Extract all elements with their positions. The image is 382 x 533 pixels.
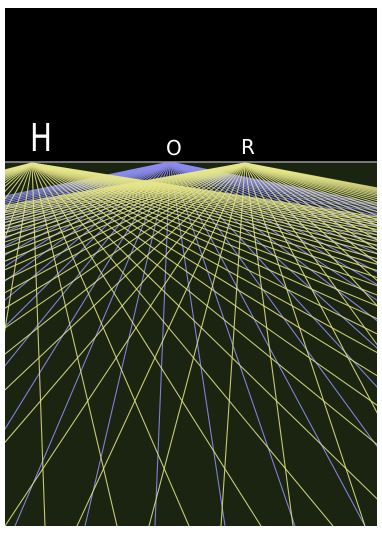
- yellow-perspective-line: [31, 162, 190, 526]
- yellow-perspective-line: [5, 162, 246, 249]
- yellow-perspective-line: [5, 162, 33, 240]
- yellow-perspective-line: [31, 162, 262, 526]
- blue-perspective-line: [5, 161, 171, 430]
- blue-perspective-line: [169, 161, 366, 526]
- yellow-perspective-line: [31, 162, 118, 526]
- yellow-perspective-line: [5, 162, 246, 271]
- yellow-perspective-line: [5, 162, 246, 391]
- perspective-grid-svg: H O R: [5, 8, 377, 526]
- vanishing-point-label-r: R: [241, 135, 255, 159]
- vanishing-point-label-o: O: [166, 136, 182, 160]
- yellow-perspective-line: [5, 162, 246, 526]
- yellow-perspective-line: [31, 162, 46, 526]
- sky: [5, 8, 377, 162]
- blue-perspective-line: [14, 161, 171, 526]
- yellow-perspective-line: [5, 162, 246, 355]
- yellow-perspective-line: [5, 162, 246, 329]
- yellow-perspective-line: [244, 162, 377, 264]
- blue-perspective-line: [169, 161, 377, 388]
- yellow-perspective-line: [244, 162, 377, 414]
- yellow-perspective-line: [31, 162, 377, 250]
- yellow-perspective-line: [5, 162, 246, 234]
- yellow-perspective-line: [31, 162, 377, 265]
- yellow-perspective-line: [31, 162, 377, 226]
- yellow-perspective-line: [5, 162, 246, 238]
- yellow-perspective-line: [148, 162, 246, 526]
- yellow-perspective-line: [5, 162, 246, 444]
- yellow-perspective-line: [31, 162, 377, 255]
- yellow-perspective-line: [31, 162, 377, 236]
- yellow-perspective-line: [31, 162, 377, 296]
- blue-perspective-line: [84, 161, 171, 526]
- blue-perspective-line: [5, 161, 171, 301]
- yellow-perspective-line: [5, 162, 246, 230]
- yellow-perspective-line: [31, 162, 377, 335]
- yellow-perspective-line: [31, 162, 377, 246]
- yellow-perspective-line: [5, 162, 246, 309]
- yellow-perspective-line: [244, 162, 377, 282]
- yellow-perspective-line: [5, 162, 33, 333]
- yellow-perspective-line: [31, 162, 377, 228]
- yellow-perspective-line: [244, 162, 377, 307]
- yellow-perspective-line: [5, 162, 246, 243]
- yellow-perspective-line: [31, 162, 377, 230]
- yellow-perspective-line: [31, 162, 377, 354]
- yellow-perspective-line: [31, 162, 377, 406]
- yellow-perspective-line: [31, 162, 377, 239]
- yellow-perspective-line: [76, 162, 246, 526]
- yellow-perspective-line: [31, 162, 377, 242]
- yellow-perspective-line: [244, 162, 366, 526]
- yellow-perspective-line: [31, 162, 334, 526]
- yellow-perspective-line: [244, 162, 294, 526]
- yellow-perspective-line: [244, 162, 377, 233]
- blue-perspective-line: [5, 161, 171, 328]
- yellow-perspective-line: [5, 162, 246, 294]
- yellow-perspective-line: [31, 162, 377, 377]
- yellow-perspective-line: [5, 162, 246, 262]
- yellow-perspective-line: [5, 162, 246, 281]
- yellow-grid-lines: [5, 162, 377, 526]
- yellow-perspective-line: [31, 162, 377, 279]
- yellow-perspective-line: [31, 162, 377, 233]
- vanishing-point-label-h: H: [30, 116, 52, 160]
- yellow-perspective-line: [31, 162, 377, 260]
- yellow-perspective-line: [244, 162, 377, 226]
- blue-perspective-line: [154, 161, 171, 526]
- yellow-perspective-line: [5, 162, 246, 255]
- yellow-perspective-line: [244, 162, 377, 241]
- yellow-perspective-line: [31, 162, 377, 446]
- yellow-perspective-line: [31, 162, 377, 500]
- yellow-perspective-line: [244, 162, 377, 251]
- yellow-perspective-line: [220, 162, 246, 526]
- yellow-perspective-line: [5, 162, 246, 227]
- yellow-perspective-line: [31, 162, 377, 320]
- perspective-diagram: H O R: [5, 8, 377, 526]
- yellow-perspective-line: [31, 162, 377, 287]
- yellow-perspective-line: [244, 162, 377, 346]
- blue-perspective-line: [5, 161, 171, 367]
- blue-perspective-line: [169, 161, 377, 448]
- blue-perspective-line: [169, 161, 377, 349]
- yellow-perspective-line: [31, 162, 377, 307]
- yellow-perspective-line: [31, 162, 377, 272]
